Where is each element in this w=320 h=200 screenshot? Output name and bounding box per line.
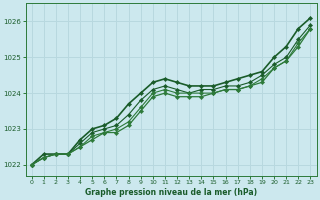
- X-axis label: Graphe pression niveau de la mer (hPa): Graphe pression niveau de la mer (hPa): [85, 188, 257, 197]
